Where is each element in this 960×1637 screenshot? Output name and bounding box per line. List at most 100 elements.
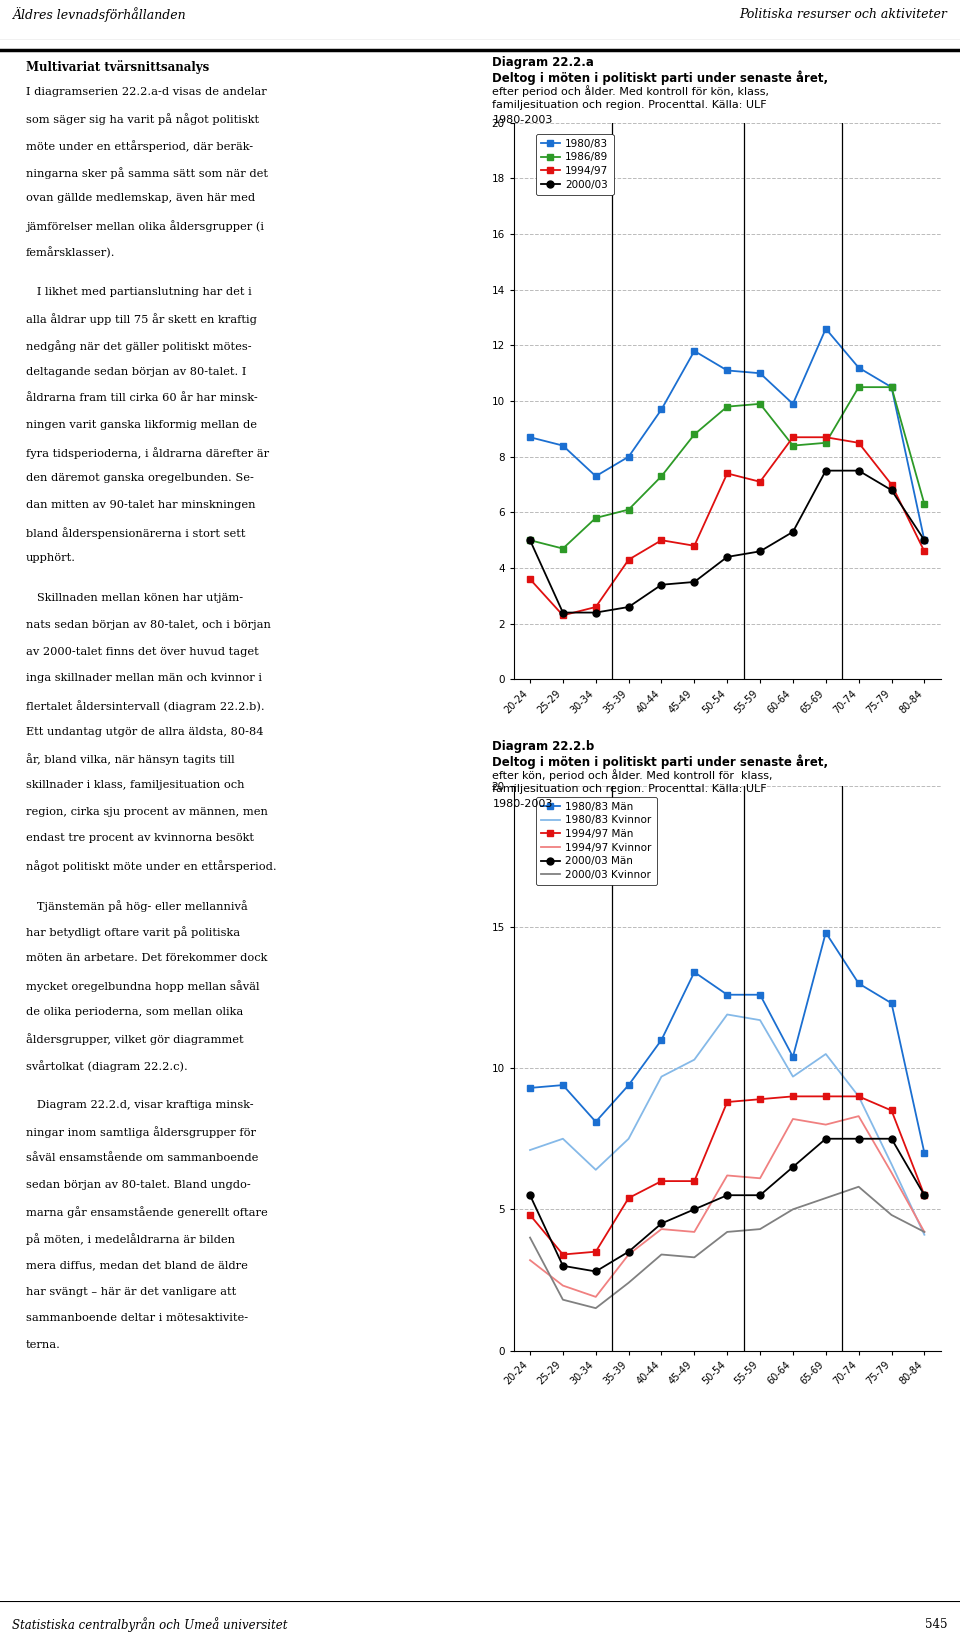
1994/97 Män [656, 1172, 667, 1192]
1980/83 Män [688, 963, 700, 982]
2000/03 Kvinnor [820, 1188, 831, 1208]
Text: efter period och ålder. Med kontroll för kön, klass,: efter period och ålder. Med kontroll för… [492, 85, 770, 97]
1980/83 Kvinnor [590, 1161, 602, 1180]
1980/83 Män [557, 1076, 568, 1095]
Text: Politiska resurser och aktiviteter: Politiska resurser och aktiviteter [739, 8, 948, 21]
1994/97 Män [623, 1188, 635, 1208]
2000/03 [820, 462, 831, 481]
1994/97 [919, 542, 930, 561]
1980/83 Kvinnor [919, 1224, 930, 1244]
1994/97 Kvinnor [722, 1166, 733, 1185]
2000/03 [623, 598, 635, 617]
Text: familjesituation och region. Procenttal. Källa: ULF: familjesituation och region. Procenttal.… [492, 784, 767, 794]
2000/03 Män [656, 1213, 667, 1233]
Line: 1980/83: 1980/83 [527, 326, 927, 543]
Text: Diagram 22.2.b: Diagram 22.2.b [492, 740, 595, 753]
1994/97 Män [820, 1087, 831, 1107]
Text: Tjänstemän på hög- eller mellannivå: Tjänstemän på hög- eller mellannivå [26, 900, 248, 912]
Text: endast tre procent av kvinnorna besökt: endast tre procent av kvinnorna besökt [26, 833, 253, 843]
Text: Diagram 22.2.a: Diagram 22.2.a [492, 56, 594, 69]
1994/97 [524, 570, 536, 589]
1994/97 [852, 432, 864, 452]
2000/03 [590, 602, 602, 622]
1994/97 [590, 598, 602, 617]
1980/83 Kvinnor [755, 1010, 766, 1030]
1980/83 Kvinnor [688, 1049, 700, 1069]
Text: svårtolkat (diagram 22.2.c).: svårtolkat (diagram 22.2.c). [26, 1061, 187, 1072]
1994/97 Kvinnor [688, 1223, 700, 1242]
1994/97 [623, 550, 635, 570]
2000/03 Män [755, 1185, 766, 1205]
2000/03 Kvinnor [656, 1244, 667, 1264]
2000/03 [722, 547, 733, 566]
2000/03 Kvinnor [852, 1177, 864, 1197]
1994/97 [656, 530, 667, 550]
Text: nedgång när det gäller politiskt mötes-: nedgång när det gäller politiskt mötes- [26, 340, 252, 352]
1994/97 Män [722, 1092, 733, 1112]
1986/89 [886, 377, 898, 396]
Text: Skillnaden mellan könen har utjäm-: Skillnaden mellan könen har utjäm- [26, 593, 243, 604]
Text: möten än arbetare. Det förekommer dock: möten än arbetare. Det förekommer dock [26, 953, 267, 963]
Text: marna går ensamstående generellt oftare: marna går ensamstående generellt oftare [26, 1206, 268, 1218]
1986/89 [852, 377, 864, 396]
2000/03 Män [590, 1262, 602, 1282]
1994/97 Kvinnor [623, 1244, 635, 1264]
Text: mera diffus, medan det bland de äldre: mera diffus, medan det bland de äldre [26, 1260, 248, 1270]
2000/03 Kvinnor [722, 1223, 733, 1242]
Text: 1980-2003: 1980-2003 [492, 799, 553, 809]
1980/83 [524, 427, 536, 447]
2000/03 Män [524, 1185, 536, 1205]
2000/03 Kvinnor [557, 1290, 568, 1310]
Text: Multivariat tvärsnittsanalys: Multivariat tvärsnittsanalys [26, 61, 209, 74]
1994/97 Kvinnor [557, 1275, 568, 1295]
2000/03 Kvinnor [787, 1200, 799, 1220]
1994/97 Män [886, 1100, 898, 1120]
1986/89 [787, 435, 799, 455]
Text: alla åldrar upp till 75 år skett en kraftig: alla åldrar upp till 75 år skett en kraf… [26, 313, 256, 326]
Text: flertalet åldersintervall (diagram 22.2.b).: flertalet åldersintervall (diagram 22.2.… [26, 701, 265, 712]
1986/89 [688, 424, 700, 444]
1980/83 Kvinnor [886, 1154, 898, 1174]
Text: ningarna sker på samma sätt som när det: ningarna sker på samma sätt som när det [26, 167, 268, 178]
Text: något politiskt möte under en ettårsperiod.: något politiskt möte under en ettårsperi… [26, 859, 276, 873]
1980/83 Kvinnor [524, 1141, 536, 1161]
2000/03 Män [820, 1130, 831, 1149]
Text: inga skillnader mellan män och kvinnor i: inga skillnader mellan män och kvinnor i [26, 673, 262, 683]
1994/97 [820, 427, 831, 447]
2000/03 Kvinnor [886, 1205, 898, 1224]
Text: jämförelser mellan olika åldersgrupper (i: jämförelser mellan olika åldersgrupper (… [26, 219, 264, 232]
1986/89 [557, 539, 568, 558]
Text: femårsklasser).: femårsklasser). [26, 247, 115, 259]
2000/03 Kvinnor [755, 1220, 766, 1239]
1994/97 [755, 471, 766, 491]
1980/83 [787, 395, 799, 414]
1980/83 [886, 377, 898, 396]
1980/83 [755, 363, 766, 383]
Text: region, cirka sju procent av männen, men: region, cirka sju procent av männen, men [26, 807, 268, 817]
Text: I diagramserien 22.2.a-d visas de andelar: I diagramserien 22.2.a-d visas de andela… [26, 87, 267, 97]
1986/89 [590, 507, 602, 527]
Text: deltagande sedan början av 80-talet. I: deltagande sedan början av 80-talet. I [26, 367, 247, 377]
Text: nats sedan början av 80-talet, och i början: nats sedan början av 80-talet, och i bör… [26, 620, 271, 630]
Text: Diagram 22.2.d, visar kraftiga minsk-: Diagram 22.2.d, visar kraftiga minsk- [26, 1100, 253, 1110]
2000/03 [656, 575, 667, 594]
1994/97 [886, 475, 898, 494]
Line: 1980/83 Kvinnor: 1980/83 Kvinnor [530, 1015, 924, 1234]
1980/83 [722, 360, 733, 380]
1994/97 [722, 463, 733, 483]
1980/83 Män [623, 1076, 635, 1095]
1980/83 [623, 447, 635, 467]
1994/97 Män [919, 1185, 930, 1205]
Text: har svängt – här är det vanligare att: har svängt – här är det vanligare att [26, 1287, 236, 1297]
2000/03 [688, 573, 700, 593]
Line: 1994/97 Män: 1994/97 Män [527, 1094, 927, 1257]
1986/89 [656, 467, 667, 486]
Text: den däremot ganska oregelbunden. Se-: den däremot ganska oregelbunden. Se- [26, 473, 253, 483]
1980/83 Män [755, 985, 766, 1005]
2000/03 Kvinnor [623, 1274, 635, 1293]
1994/97 Kvinnor [787, 1110, 799, 1130]
1980/83 [557, 435, 568, 455]
1980/83 Kvinnor [852, 1087, 864, 1107]
1994/97 Kvinnor [886, 1162, 898, 1182]
Line: 2000/03: 2000/03 [526, 467, 928, 616]
